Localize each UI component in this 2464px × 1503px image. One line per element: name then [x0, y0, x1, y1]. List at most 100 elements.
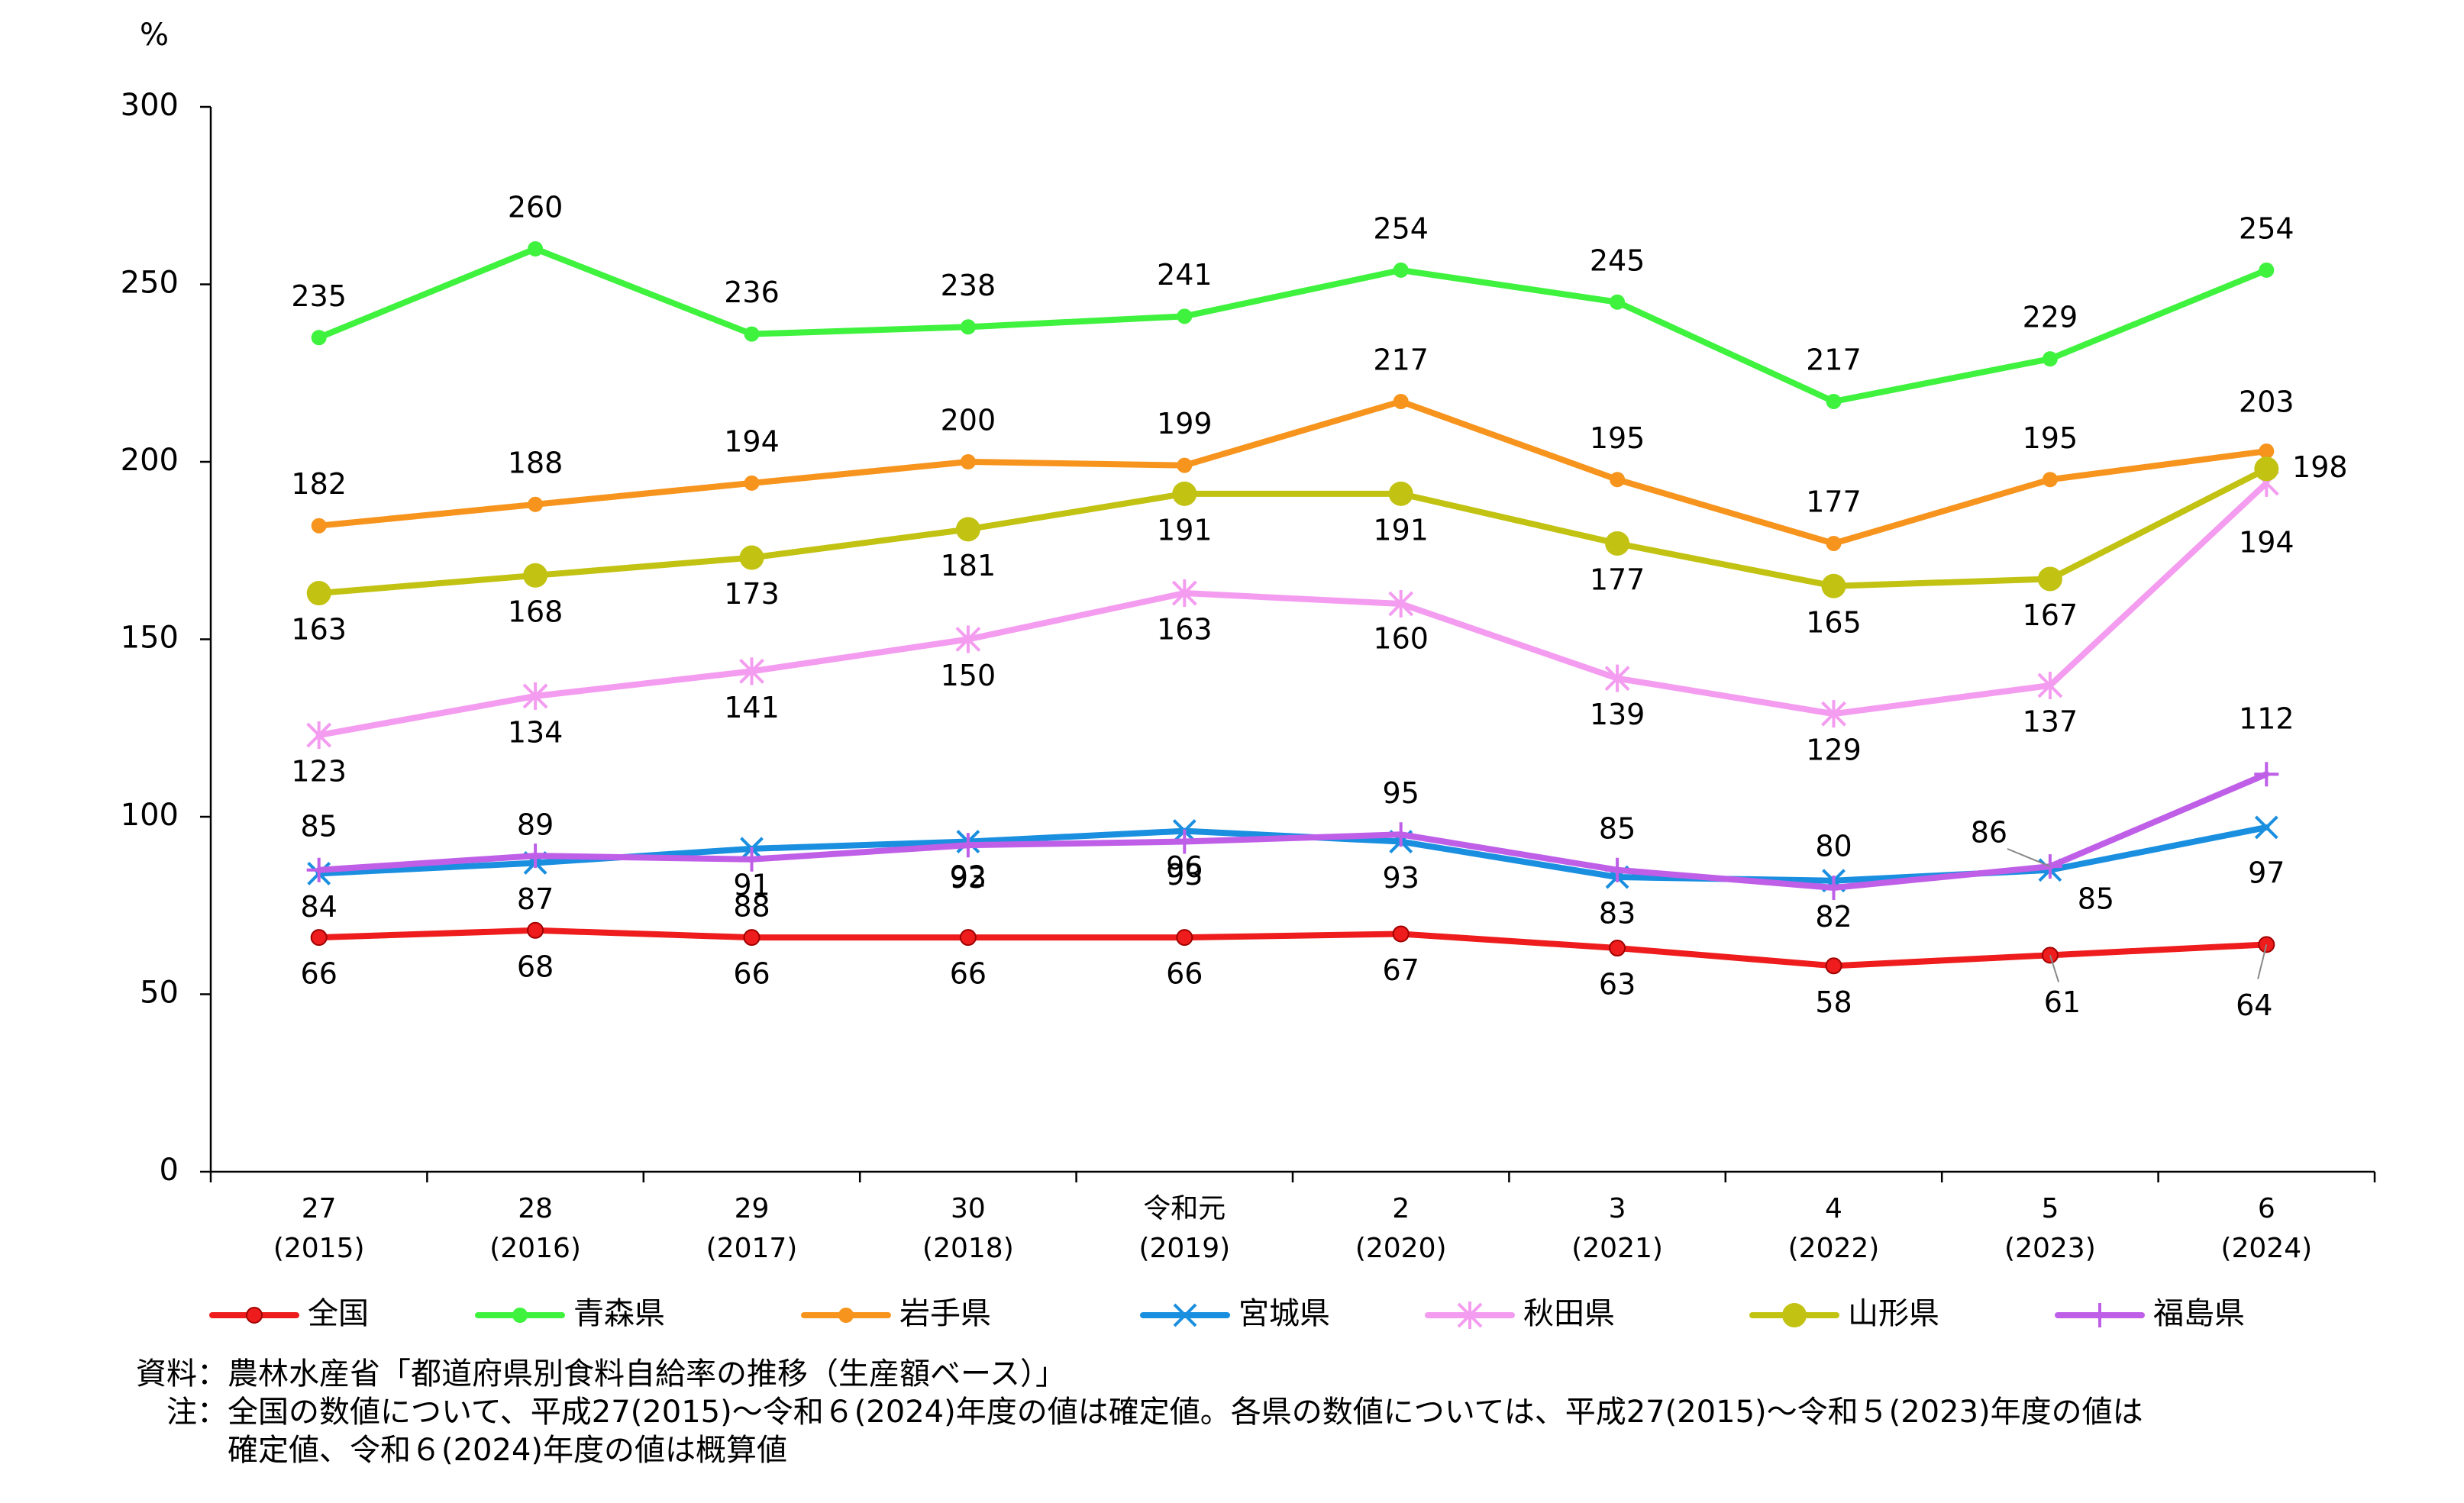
legend-label: 全国: [308, 1296, 369, 1331]
data-point: [1393, 393, 1409, 409]
x-tick-label-year: (2016): [489, 1233, 581, 1264]
data-point: [744, 326, 760, 342]
data-point: [306, 581, 331, 606]
data-label: 61: [2044, 985, 2081, 1019]
data-label: 95: [1383, 776, 1419, 810]
data-point: [311, 330, 327, 346]
x-tick-label: 3: [1609, 1193, 1626, 1224]
data-point: [523, 843, 548, 869]
source-note: 資料：農林水産省「都道府県別食料自給率の推移（生産額ベース）」: [115, 1355, 2143, 1393]
legend-label: 福島県: [2153, 1296, 2245, 1331]
y-axis-label: %: [140, 18, 169, 53]
x-tick-label-year: (2022): [1788, 1233, 1880, 1264]
x-tick-label-year: (2024): [2220, 1233, 2312, 1264]
data-point: [1388, 481, 1413, 506]
x-tick-label-year: (2018): [922, 1233, 1014, 1264]
legend: 全国 青森県 岩手県 宮城県 秋田県 山形県 福島県: [209, 1296, 2245, 1331]
data-point: [2042, 351, 2058, 367]
data-label: 123: [291, 755, 347, 789]
data-label: 66: [1166, 957, 1203, 991]
data-point: [739, 545, 764, 570]
data-point: [310, 929, 328, 947]
data-label: 182: [291, 467, 347, 501]
data-point: [1173, 1303, 1197, 1327]
data-point: [527, 921, 544, 939]
data-point: [743, 929, 761, 947]
data-label: 58: [1815, 985, 1852, 1019]
data-label: 194: [724, 424, 780, 458]
data-point: [311, 518, 327, 534]
data-label: 181: [941, 549, 996, 582]
data-point: [955, 517, 980, 542]
data-label: 97: [2248, 856, 2285, 889]
data-label: 191: [1157, 513, 1213, 547]
data-label: 195: [2023, 421, 2078, 455]
data-label: 93: [1166, 858, 1203, 892]
data-label: 141: [724, 691, 780, 724]
data-point: [1176, 929, 1193, 947]
data-label: 92: [950, 860, 987, 894]
data-label: 198: [2292, 450, 2348, 484]
data-point: [1782, 1303, 1807, 1327]
data-point: [1457, 1301, 1483, 1329]
data-label: 165: [1806, 605, 1862, 639]
y-tick-label: 200: [121, 443, 179, 478]
series-line: [315, 398, 2270, 547]
legend-label: 青森県: [573, 1296, 665, 1331]
series-4: [306, 469, 2279, 750]
data-point: [1821, 876, 1846, 900]
data-label: 200: [941, 404, 996, 437]
note-label: 注：: [166, 1395, 228, 1430]
series-1: [311, 241, 2275, 409]
y-tick-label: 100: [121, 798, 179, 833]
data-point: [2037, 671, 2063, 699]
data-label: 217: [1806, 343, 1862, 376]
data-point: [1610, 472, 1626, 488]
series-line: [315, 771, 2270, 891]
data-note: 注：全国の数値について、平成27(2015)～令和６(2024)年度の値は確定値…: [115, 1393, 2143, 1431]
data-point: [1825, 957, 1842, 975]
data-label: 84: [301, 890, 337, 924]
data-label: 87: [517, 882, 554, 916]
data-point: [523, 563, 548, 588]
data-label: 217: [1373, 343, 1429, 376]
data-point: [2042, 472, 2058, 488]
source-label: 資料：: [136, 1356, 228, 1392]
data-label: 93: [1383, 861, 1419, 895]
data-label: 80: [1815, 830, 1852, 863]
data-point: [1604, 664, 1630, 692]
data-label: 260: [508, 191, 564, 224]
data-label: 89: [517, 808, 554, 842]
x-tick-label: 28: [518, 1193, 553, 1224]
data-label: 88: [733, 889, 770, 923]
data-label: 85: [301, 809, 337, 843]
data-label: 188: [508, 446, 564, 479]
data-point: [1821, 700, 1846, 728]
data-point: [1609, 940, 1626, 957]
data-label: 177: [1590, 563, 1645, 596]
data-label: 86: [1971, 816, 2007, 850]
data-label: 191: [1373, 513, 1429, 547]
y-tick-label: 250: [121, 266, 179, 301]
note-text-line1: 全国の数値について、平成27(2015)～令和６(2024)年度の値は確定値。各…: [228, 1395, 2143, 1430]
x-tick-label-year: (2015): [273, 1233, 365, 1264]
x-tick-label: 令和元: [1143, 1193, 1226, 1224]
data-point: [1392, 925, 1410, 943]
data-label: 254: [1373, 211, 1429, 245]
leader-line: [2007, 848, 2051, 868]
legend-label: 岩手県: [899, 1296, 991, 1331]
data-point: [1826, 393, 1842, 409]
data-point: [960, 454, 976, 469]
data-label: 134: [508, 715, 564, 749]
data-label: 167: [2023, 598, 2078, 632]
data-point: [1826, 535, 1842, 551]
data-point: [1605, 531, 1630, 556]
source-text: 農林水産省「都道府県別食料自給率の推移（生産額ベース）」: [228, 1356, 1066, 1392]
data-label: 129: [1806, 734, 1862, 767]
x-tick-label: 5: [2041, 1193, 2059, 1224]
data-label: 194: [2239, 525, 2294, 559]
data-point: [744, 475, 760, 491]
data-label: 139: [1590, 698, 1645, 731]
data-label: 96: [1166, 850, 1203, 884]
data-label: 254: [2239, 211, 2294, 245]
